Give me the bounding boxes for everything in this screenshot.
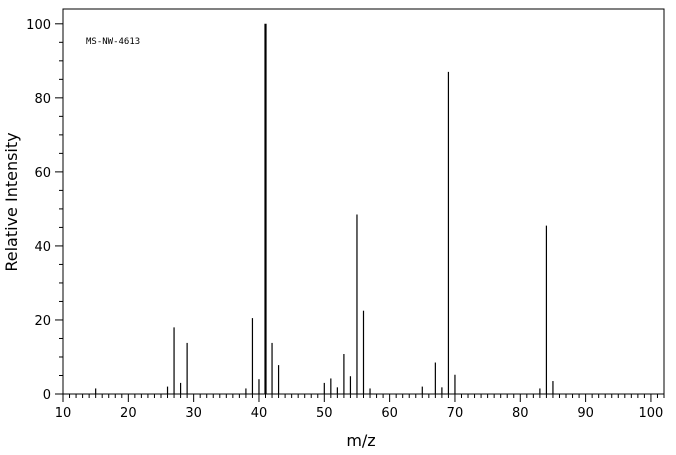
major-ticks [55, 23, 652, 402]
y-tick-label: 80 [34, 92, 51, 107]
x-tick-label: 40 [251, 406, 268, 421]
x-tick-labels: 10 20 30 40 50 60 70 80 90 100 [55, 406, 664, 421]
y-tick-label: 40 [34, 240, 51, 255]
spectrum-id-annotation: MS-NW-4613 [86, 37, 140, 47]
x-tick-label: 80 [512, 406, 529, 421]
x-tick-label: 20 [120, 406, 137, 421]
y-tick-label: 100 [26, 18, 51, 33]
x-tick-label: 70 [447, 406, 464, 421]
y-tick-label: 60 [34, 166, 51, 181]
peak-series [95, 23, 554, 394]
x-tick-label: 90 [577, 406, 594, 421]
x-tick-label: 50 [316, 406, 333, 421]
y-axis-title: Relative Intensity [2, 132, 21, 271]
y-tick-label: 20 [34, 314, 51, 329]
minor-ticks [59, 41, 665, 398]
x-tick-label: 60 [381, 406, 398, 421]
x-axis-title: m/z [346, 431, 375, 450]
y-tick-labels: 0 20 40 60 80 100 [26, 18, 51, 403]
x-tick-label: 30 [185, 406, 202, 421]
x-tick-label: 10 [55, 406, 72, 421]
y-tick-label: 0 [43, 388, 51, 403]
x-tick-label: 100 [639, 406, 664, 421]
